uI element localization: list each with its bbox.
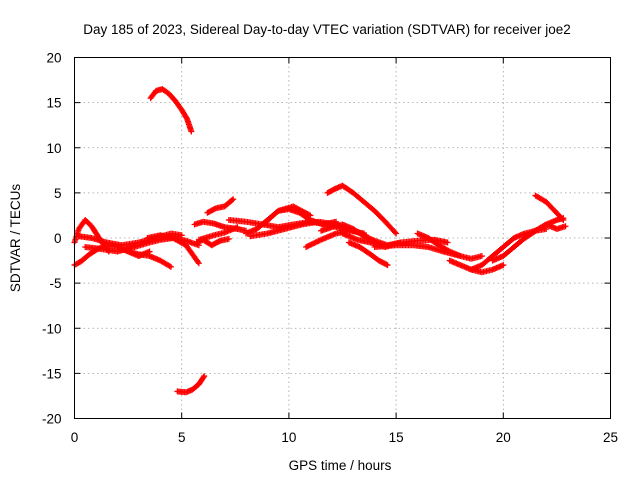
series-track-6 [144, 232, 202, 267]
series-track-28 [511, 221, 569, 251]
x-tick-label: 0 [71, 430, 79, 445]
x-tick-label: 15 [389, 430, 404, 445]
data-point [306, 211, 313, 218]
data-point [167, 263, 174, 270]
y-tick-label: 0 [54, 231, 62, 246]
y-tick-label: -5 [49, 276, 61, 291]
data-point [478, 253, 485, 260]
series-track-7 [147, 86, 195, 135]
x-tick-label: 10 [281, 430, 296, 445]
series-track-26 [489, 215, 567, 264]
series-track-22 [371, 242, 485, 262]
y-tick-label: -10 [42, 321, 62, 336]
x-tick-label: 25 [603, 430, 618, 445]
y-tick-label: -20 [42, 412, 62, 427]
data-point [307, 212, 314, 219]
plot-frame [74, 57, 611, 419]
data-point [195, 260, 202, 267]
data-point [225, 235, 232, 242]
data-point [500, 262, 507, 269]
data-point [229, 197, 236, 204]
chart-title: Day 185 of 2023, Sidereal Day-to-day VTE… [83, 22, 570, 37]
data-point [392, 229, 399, 236]
series-track-5 [125, 248, 174, 270]
data-point [200, 374, 207, 381]
data-point [166, 263, 173, 270]
y-tick-label: 20 [46, 51, 61, 66]
x-tick-label: 5 [178, 430, 186, 445]
data-point [444, 239, 451, 246]
data-point [562, 223, 569, 230]
data-point [393, 230, 400, 237]
series-track-12 [191, 218, 250, 234]
y-tick-label: -15 [42, 366, 62, 381]
x-axis-label: GPS time / hours [289, 458, 392, 473]
y-tick-label: 5 [54, 186, 62, 201]
x-tick-label: 20 [496, 430, 511, 445]
series-track-19 [324, 182, 400, 237]
data-point [560, 216, 567, 223]
y-axis-label: SDTVAR / TECUs [8, 184, 23, 293]
data-points [71, 86, 569, 396]
data-point [457, 253, 464, 260]
data-point [230, 196, 237, 203]
y-tick-label: 15 [46, 96, 61, 111]
data-point [183, 114, 190, 121]
data-point [188, 128, 195, 135]
series-track-8 [174, 373, 208, 396]
data-point [384, 262, 391, 269]
tick-labels: 0 5 10 15 20 25 -20 -15 -10 -5 0 5 10 15 20 [42, 51, 618, 446]
series-track-20 [345, 239, 391, 269]
data-point [559, 215, 566, 222]
series-track-27 [532, 192, 567, 223]
series-track-23 [414, 230, 464, 260]
data-point [194, 258, 201, 265]
y-tick-label: 10 [46, 141, 61, 156]
series-track-16 [260, 203, 314, 228]
series-track-10 [204, 196, 237, 216]
data-point [201, 373, 208, 380]
